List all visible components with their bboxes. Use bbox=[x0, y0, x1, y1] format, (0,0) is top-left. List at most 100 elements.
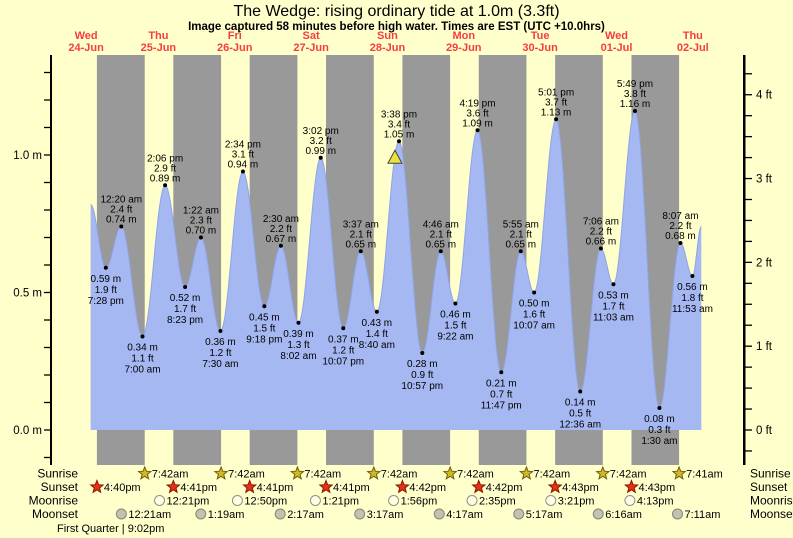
moonset-time: 6:16am bbox=[605, 509, 642, 521]
astro-row-label-right-moonrise: Moonrise bbox=[750, 494, 793, 508]
tide-point-label: 7:06 am 2.2 ft 0.66 m bbox=[583, 217, 619, 248]
tide-point-label: 8:07 am 2.2 ft 0.68 m bbox=[662, 211, 698, 242]
tide-point-dot bbox=[690, 274, 695, 278]
tide-point-dot bbox=[341, 326, 346, 331]
sunset-star-icon bbox=[165, 479, 181, 494]
moonrise-icon bbox=[466, 495, 478, 506]
tide-point-label: 0.59 m 1.9 ft 7:28 pm bbox=[88, 274, 124, 307]
sunset-time: 4:43pm bbox=[638, 482, 675, 494]
tide-point-dot bbox=[632, 109, 637, 113]
tide-point-dot bbox=[598, 246, 603, 251]
sunset-star-icon bbox=[89, 479, 105, 494]
sunset-star-icon bbox=[624, 479, 640, 494]
sunset-time: 4:42pm bbox=[486, 482, 523, 494]
tide-point-label: 1:22 am 2.3 ft 0.70 m bbox=[183, 206, 219, 237]
astro-row-label-left-sunrise: Sunrise bbox=[37, 467, 78, 481]
tide-point-dot bbox=[578, 389, 583, 394]
sunset-time: 4:42pm bbox=[409, 482, 446, 494]
y-axis-right-label: 0 ft bbox=[756, 425, 773, 437]
moonrise-icon bbox=[388, 495, 400, 506]
sunset-star-icon bbox=[318, 479, 334, 494]
tide-point-dot bbox=[198, 235, 203, 240]
astro-row-label-right-moonset: Moonset bbox=[750, 507, 793, 521]
sunrise-star-icon bbox=[137, 465, 153, 480]
sunset-time: 4:41pm bbox=[180, 482, 217, 494]
astro-row-label-right-sunrise: Sunrise bbox=[750, 467, 791, 481]
moonrise-icon bbox=[545, 495, 557, 506]
tide-point-dot bbox=[240, 169, 245, 174]
capture-note: Image captured 58 minutes before high wa… bbox=[188, 21, 605, 33]
tide-point-label: 0.46 m 1.5 ft 9:22 am bbox=[437, 310, 473, 343]
sunset-star-icon bbox=[471, 479, 487, 494]
day-label: Mon 29-Jun bbox=[446, 30, 482, 54]
tide-point-label: 0.39 m 1.3 ft 8:02 am bbox=[280, 329, 316, 362]
moonrise-time: 1:56pm bbox=[401, 496, 438, 508]
moonset-time: 1:19am bbox=[208, 509, 245, 521]
moonset-icon bbox=[592, 508, 604, 520]
tide-point-dot bbox=[140, 334, 145, 339]
y-axis-left-label: 1.0 m bbox=[13, 150, 42, 162]
astro-row-label-left-moonset: Moonset bbox=[32, 507, 79, 521]
tide-point-label: 4:19 pm 3.6 ft 1.09 m bbox=[459, 98, 495, 129]
tide-point-dot bbox=[218, 329, 223, 333]
y-axis-right bbox=[743, 55, 746, 465]
tide-point-label: 0.37 m 1.2 ft 10:07 pm bbox=[322, 334, 364, 367]
sunset-time: 4:41pm bbox=[257, 482, 294, 494]
sunrise-time: 7:42am bbox=[457, 469, 494, 481]
tide-point-label: 12:20 am 2.4 ft 0.74 m bbox=[100, 195, 142, 226]
moonset-icon bbox=[274, 508, 286, 520]
day-label: Tue 30-Jun bbox=[522, 30, 558, 54]
tide-point-label: 2:06 pm 2.9 ft 0.89 m bbox=[147, 153, 183, 184]
day-label: Thu 25-Jun bbox=[141, 30, 177, 54]
sunset-star-icon bbox=[242, 479, 258, 494]
tide-point-dot bbox=[532, 290, 537, 295]
tide-point-dot bbox=[374, 309, 379, 314]
day-label: Thu 02-Jul bbox=[677, 30, 709, 54]
tide-point-dot bbox=[183, 285, 188, 289]
moonset-time: 12:21am bbox=[128, 509, 171, 521]
tide-point-dot bbox=[358, 249, 363, 254]
moonset-time: 7:11am bbox=[685, 509, 721, 521]
day-label: Fri 26-Jun bbox=[217, 30, 253, 54]
sunset-star-icon bbox=[547, 479, 563, 494]
sunset-time: 4:41pm bbox=[333, 482, 370, 494]
moonrise-time: 2:35pm bbox=[479, 496, 516, 508]
moonset-icon bbox=[672, 508, 684, 520]
tide-point-label: 0.43 m 1.4 ft 8:40 am bbox=[359, 318, 395, 351]
tide-point-label: 0.53 m 1.7 ft 11:03 am bbox=[593, 290, 634, 323]
sunrise-time: 7:42am bbox=[228, 469, 265, 481]
moonset-icon bbox=[433, 508, 445, 520]
tide-point-label: 5:55 am 2.1 ft 0.65 m bbox=[503, 219, 539, 250]
tide-point-dot bbox=[657, 406, 662, 410]
tide-point-label: 0.45 m 1.5 ft 9:18 pm bbox=[246, 312, 282, 345]
moonset-icon bbox=[354, 508, 366, 520]
y-axis-left-label: 0.5 m bbox=[13, 288, 42, 300]
moon-phase-note: First Quarter | 9:02pm bbox=[57, 523, 164, 535]
tide-point-dot bbox=[163, 183, 168, 188]
moonrise-icon bbox=[624, 495, 636, 506]
y-axis-right-label: 3 ft bbox=[756, 174, 773, 186]
y-axis-right-label: 1 ft bbox=[756, 341, 773, 353]
tide-point-dot bbox=[397, 139, 402, 144]
moonrise-time: 12:50pm bbox=[244, 496, 287, 508]
tide-area bbox=[90, 111, 702, 430]
moonset-icon bbox=[115, 508, 127, 520]
moonrise-time: 3:21pm bbox=[558, 496, 595, 508]
moonrise-time: 1:21pm bbox=[322, 496, 359, 508]
tide-point-dot bbox=[278, 243, 283, 248]
day-label: Wed 01-Jul bbox=[601, 30, 633, 54]
sunrise-time: 7:42am bbox=[304, 469, 341, 481]
tide-point-label: 3:37 am 2.1 ft 0.65 m bbox=[343, 219, 379, 250]
moonrise-time: 12:21pm bbox=[167, 496, 210, 508]
tide-point-dot bbox=[420, 351, 425, 355]
sunrise-time: 7:42am bbox=[381, 469, 418, 481]
sunrise-star-icon bbox=[366, 465, 382, 480]
tide-point-dot bbox=[518, 249, 523, 254]
sunrise-time: 7:42am bbox=[152, 469, 189, 481]
tide-point-dot bbox=[296, 320, 301, 325]
page-title: The Wedge: rising ordinary tide at 1.0m … bbox=[233, 3, 560, 20]
sunset-time: 4:43pm bbox=[562, 482, 599, 494]
sunset-star-icon bbox=[394, 479, 410, 494]
